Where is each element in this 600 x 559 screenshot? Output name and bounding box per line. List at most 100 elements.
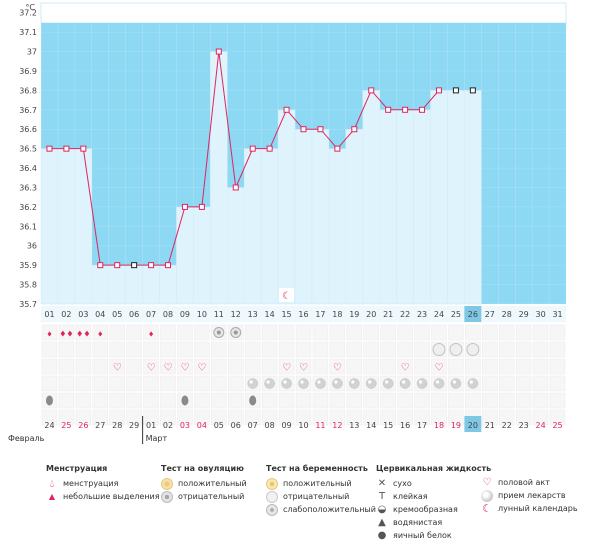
temperature-point <box>232 184 239 191</box>
symbol-cell <box>143 392 159 409</box>
pill-highlight <box>402 380 406 384</box>
day-number-label: 18 <box>332 310 342 319</box>
day-number-label: 29 <box>519 310 529 319</box>
legend-cervical-title: Цервикальная жидкость <box>376 464 492 473</box>
calendar-date-label: 13 <box>349 421 359 430</box>
symbol-cell <box>228 392 244 409</box>
ovulation-negative-icon <box>161 490 173 503</box>
symbol-cell <box>92 409 108 426</box>
heart-icon: ♡ <box>401 363 410 374</box>
symbol-cell <box>177 341 193 358</box>
pill-highlight <box>334 380 338 384</box>
pill-icon <box>450 378 462 389</box>
symbol-cell <box>346 409 363 426</box>
y-tick-label: 36.5 <box>19 145 37 154</box>
symbol-cell <box>448 358 464 375</box>
day-number-label: 25 <box>451 310 461 319</box>
calendar-date-label: 24 <box>44 421 54 430</box>
symbol-cell <box>329 341 346 358</box>
day-number-label: 10 <box>197 310 207 319</box>
pill-highlight <box>385 380 389 384</box>
pill-highlight <box>300 380 304 384</box>
pregnancy-negative-icon <box>449 343 463 356</box>
day-number-label: 23 <box>417 310 427 319</box>
moon-icon: ☾ <box>482 501 492 515</box>
symbol-cell <box>109 392 125 409</box>
temperature-point <box>215 48 222 55</box>
symbol-cell <box>244 324 261 341</box>
y-tick-label: 37.2 <box>19 9 37 18</box>
symbol-cell <box>41 409 58 426</box>
temperature-point <box>80 145 87 152</box>
day-header-row <box>41 306 566 322</box>
temperature-column <box>210 51 228 305</box>
temperature-point <box>114 262 121 269</box>
temperature-column <box>243 148 262 305</box>
y-tick-label: 37.1 <box>19 28 37 37</box>
y-tick-label: 36.2 <box>19 203 37 212</box>
symbol-cell <box>126 341 142 358</box>
symbol-cell <box>380 358 396 375</box>
temperature-point <box>266 145 273 152</box>
temperature-point <box>300 126 307 133</box>
symbol-cell <box>75 375 92 392</box>
symbol-cell <box>244 358 261 375</box>
symbol-cell <box>515 341 532 358</box>
calendar-date-label: 22 <box>502 421 512 430</box>
highlight-date-cell <box>464 416 482 432</box>
symbol-cell <box>414 341 430 358</box>
heart-icon: ♡ <box>147 363 156 374</box>
symbol-cell <box>92 392 108 409</box>
heart-icon: ♡ <box>164 363 173 374</box>
symbol-cell <box>549 324 566 341</box>
symbol-cell <box>278 392 295 409</box>
symbol-cell <box>431 324 447 341</box>
symbol-cell <box>160 375 176 392</box>
day-number-label: 15 <box>281 310 291 319</box>
calendar-date-label: 29 <box>129 421 139 430</box>
legend-light-flow-item: небольшие выделения <box>63 492 160 501</box>
symbol-cell <box>295 324 312 341</box>
legend-pregnancy-title: Тест на беременность <box>266 464 368 473</box>
symbol-cell <box>482 392 498 409</box>
pill-icon <box>382 378 394 389</box>
temperature-point <box>402 106 409 113</box>
legend-ovulation-negative: отрицательный <box>178 492 245 501</box>
symbol-cell <box>465 392 481 409</box>
pregnancy-negative-icon <box>432 343 446 356</box>
calendar-date-label: 17 <box>417 421 427 430</box>
temperature-column <box>125 264 143 305</box>
symbol-cell <box>211 409 227 426</box>
day-number-label: 19 <box>349 310 359 319</box>
symbol-cell <box>482 341 498 358</box>
temperature-column <box>294 128 313 305</box>
symbol-cell <box>75 324 92 341</box>
day-number-label: 16 <box>298 310 308 319</box>
symbol-cell <box>380 409 396 426</box>
calendar-date-label: 11 <box>315 421 325 430</box>
calendar-date-label: 07 <box>248 421 258 430</box>
temperature-point <box>435 87 442 94</box>
pill-icon <box>349 378 360 389</box>
calendar-date-label: 08 <box>265 421 275 430</box>
symbol-cell <box>211 358 227 375</box>
pill-icon <box>332 378 343 389</box>
egg-white-icon <box>45 395 53 406</box>
pill-highlight <box>283 380 287 384</box>
calendar-date-label: 16 <box>400 421 410 430</box>
day-number-label: 03 <box>78 310 88 319</box>
symbol-cell <box>160 324 176 341</box>
symbol-cell <box>515 358 532 375</box>
symbol-cell <box>499 392 515 409</box>
symbol-cell <box>346 324 363 341</box>
legend-menstruation: Менструация 💧︎ менструация ▲ небольшие выд… <box>46 464 160 503</box>
day-number-label: 11 <box>214 310 224 319</box>
y-tick-label: 36 <box>27 242 37 251</box>
symbol-cell <box>177 324 193 341</box>
temperature-column <box>362 90 380 305</box>
legend-lunar-calendar: лунный календарь <box>498 504 578 513</box>
symbol-cell <box>532 392 549 409</box>
month-label: Март <box>146 434 168 443</box>
legend-menstruation-item: менструация <box>63 479 119 488</box>
symbol-cell <box>92 358 108 375</box>
